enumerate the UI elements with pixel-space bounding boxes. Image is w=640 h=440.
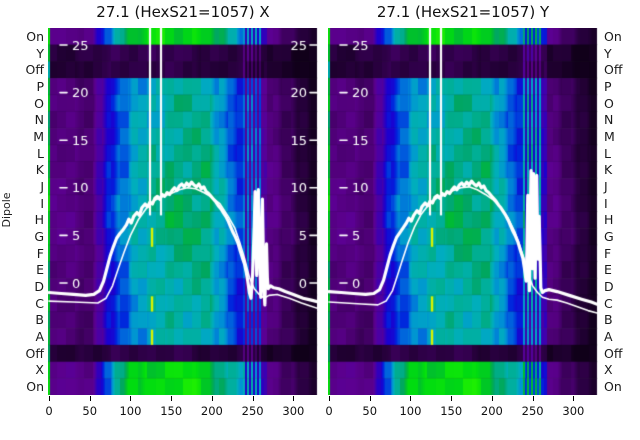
x-tick-label-p0-150: 150 (160, 404, 183, 418)
x-tick-label-p1-0: 0 (325, 404, 333, 418)
row-label-right-0: On (604, 28, 622, 44)
row-label-right-4: O (604, 95, 614, 111)
row-label-left-0: On (26, 28, 44, 44)
row-label-right-1: Y (604, 45, 612, 61)
row-label-right-10: I (604, 195, 608, 211)
row-label-right-7: L (604, 145, 611, 161)
row-label-right-18: A (604, 329, 613, 345)
row-label-right-12: G (604, 229, 614, 245)
row-label-right-19: Off (604, 345, 623, 361)
x-tick-p0-150 (171, 396, 173, 401)
row-label-right-9: J (604, 178, 608, 194)
x-tick-p1-50 (369, 396, 371, 401)
x-tick-p0-100 (130, 396, 132, 401)
row-label-left-7: L (37, 145, 44, 161)
x-tick-label-p0-100: 100 (119, 404, 142, 418)
row-label-left-16: C (35, 295, 44, 311)
row-label-right-21: On (604, 379, 622, 395)
row-label-right-16: C (604, 295, 613, 311)
row-label-left-20: X (35, 362, 44, 378)
row-label-left-2: Off (25, 62, 44, 78)
row-label-left-1: Y (36, 45, 44, 61)
row-label-right-5: N (604, 112, 614, 128)
row-label-left-6: M (33, 128, 44, 144)
x-tick-p1-250 (532, 396, 534, 401)
x-tick-label-p0-200: 200 (200, 404, 223, 418)
row-label-left-14: E (36, 262, 44, 278)
x-tick-p1-300 (573, 396, 575, 401)
row-label-left-12: G (34, 229, 44, 245)
x-tick-p0-0 (49, 396, 50, 401)
x-tick-p0-250 (252, 396, 254, 401)
x-tick-label-p1-250: 250 (521, 404, 544, 418)
x-tick-label-p0-50: 50 (82, 404, 98, 418)
x-tick-label-p1-50: 50 (362, 404, 378, 418)
row-label-right-20: X (604, 362, 613, 378)
row-label-right-6: M (604, 128, 615, 144)
row-label-left-15: D (34, 279, 44, 295)
heatmap-panel-x (48, 28, 318, 395)
row-label-right-2: Off (604, 62, 623, 78)
row-label-left-11: H (34, 212, 44, 228)
row-label-right-17: B (604, 312, 613, 328)
heatmap-panel-y (328, 28, 598, 395)
x-tick-p1-200 (491, 396, 493, 401)
row-label-left-18: A (35, 329, 44, 345)
row-label-left-9: J (40, 178, 44, 194)
x-tick-p1-100 (410, 396, 412, 401)
x-tick-label-p0-300: 300 (282, 404, 305, 418)
x-tick-p1-0 (329, 396, 330, 401)
row-label-right-14: E (604, 262, 612, 278)
x-tick-label-p0-0: 0 (45, 404, 53, 418)
row-label-left-4: O (34, 95, 44, 111)
row-label-right-11: H (604, 212, 614, 228)
panel-title-y: 27.1 (HexS21=1057) Y (376, 3, 550, 21)
row-label-left-5: N (34, 112, 44, 128)
x-tick-label-p1-150: 150 (440, 404, 463, 418)
x-tick-p0-50 (89, 396, 91, 401)
row-label-left-10: I (40, 195, 44, 211)
row-label-right-3: P (604, 78, 612, 94)
row-label-right-8: K (604, 162, 613, 178)
row-label-left-21: On (26, 379, 44, 395)
x-tick-p1-150 (451, 396, 453, 401)
row-label-left-3: P (36, 78, 44, 94)
x-tick-p0-200 (211, 396, 213, 401)
x-tick-label-p1-300: 300 (562, 404, 585, 418)
row-label-left-8: K (35, 162, 44, 178)
row-label-right-15: D (604, 279, 614, 295)
row-label-left-19: Off (25, 345, 44, 361)
row-label-left-13: F (36, 245, 44, 261)
row-label-left-17: B (35, 312, 44, 328)
x-tick-label-p1-100: 100 (399, 404, 422, 418)
panel-title-x: 27.1 (HexS21=1057) X (96, 3, 270, 21)
x-tick-p0-300 (293, 396, 295, 401)
row-label-right-13: F (604, 245, 612, 261)
x-tick-label-p0-250: 250 (241, 404, 264, 418)
x-tick-label-p1-200: 200 (480, 404, 503, 418)
